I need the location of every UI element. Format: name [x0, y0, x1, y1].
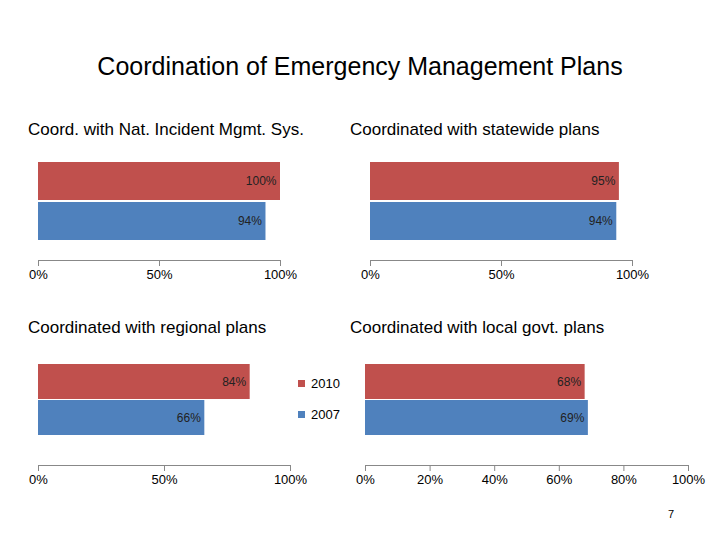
svg-text:0%: 0% [356, 472, 375, 487]
svg-text:94%: 94% [589, 214, 613, 228]
svg-text:50%: 50% [151, 472, 177, 487]
svg-text:20%: 20% [417, 472, 443, 487]
svg-text:68%: 68% [557, 375, 581, 389]
html-text:Coordinated with local govt. p: Coordinated with local govt. plans [350, 318, 605, 337]
html-text:Coord. with Nat. Incident Mgmt: Coord. with Nat. Incident Mgmt. Sys. [28, 120, 304, 139]
svg-text:100%: 100% [246, 174, 277, 188]
svg-text:80%: 80% [611, 472, 637, 487]
svg-text:50%: 50% [488, 267, 514, 282]
svg-text:100%: 100% [672, 472, 706, 487]
svg-text:0%: 0% [29, 472, 48, 487]
svg-text:94%: 94% [238, 214, 262, 228]
svg-text:60%: 60% [546, 472, 572, 487]
svg-text:95%: 95% [591, 174, 615, 188]
svg-text:100%: 100% [274, 472, 308, 487]
html-text:2007: 2007 [311, 407, 340, 422]
html-text:Coordinated with statewide pla: Coordinated with statewide plans [350, 120, 600, 139]
html-text:Coordination of Emergency Mana: Coordination of Emergency Management Pla… [97, 52, 623, 80]
html-text:2010: 2010 [311, 376, 340, 391]
html-text:Coordinated with regional plan: Coordinated with regional plans [28, 318, 267, 337]
svg-text:100%: 100% [616, 267, 650, 282]
svg-text:0%: 0% [361, 267, 380, 282]
svg-text:0%: 0% [29, 267, 48, 282]
svg-text:100%: 100% [264, 267, 298, 282]
svg-text:40%: 40% [482, 472, 508, 487]
svg-text:66%: 66% [177, 411, 201, 425]
svg-text:50%: 50% [146, 267, 172, 282]
svg-text:84%: 84% [222, 375, 246, 389]
svg-text:69%: 69% [560, 411, 584, 425]
html-text:7: 7 [668, 508, 675, 520]
